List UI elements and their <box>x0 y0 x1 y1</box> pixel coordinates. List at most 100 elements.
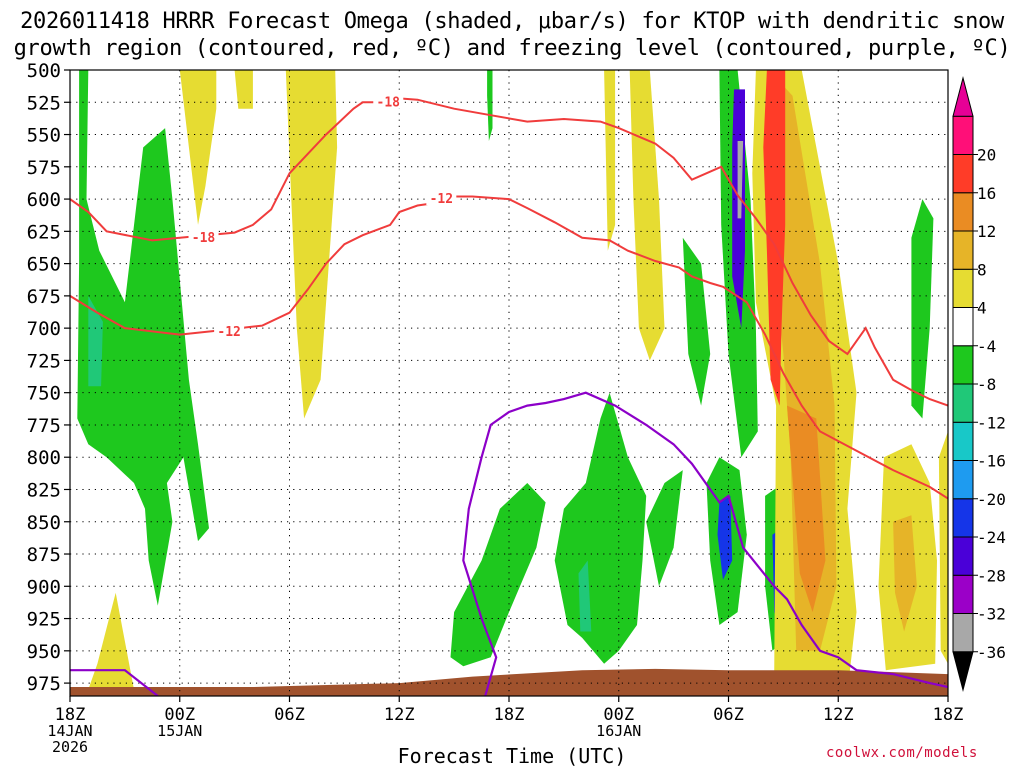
colorbar-label-12: 12 <box>977 222 996 241</box>
x-tick-label-24-0: 18Z <box>494 705 525 725</box>
y-tick-label-825: 825 <box>27 479 61 501</box>
omega-region-descent-core <box>763 70 786 406</box>
y-tick-label-675: 675 <box>27 286 61 308</box>
x-tick-label-18-0: 12Z <box>384 705 415 725</box>
colorbar-segment-9 <box>952 307 974 347</box>
dgz-label-upper-12-bg <box>426 191 457 206</box>
colorbar-segment-6 <box>952 421 974 461</box>
y-tick-label-900: 900 <box>27 576 61 598</box>
chart-title: 2026011418 HRRR Forecast Omega (shaded, … <box>0 8 1024 62</box>
colorbar-label--28: -28 <box>977 566 1006 585</box>
colorbar-label--8: -8 <box>977 375 996 394</box>
x-tick-label-12-0: 06Z <box>274 705 305 725</box>
colorbar-label--20: -20 <box>977 490 1006 509</box>
omega-region-descent-strip-2 <box>629 70 665 361</box>
x-tick-label-30-1: 16JAN <box>596 722 641 740</box>
watermark: coolwx.com/models <box>826 745 978 761</box>
x-tick-label-48-0: 18Z <box>933 705 964 725</box>
contour-lines: -18 -18 -12 -12 <box>70 94 948 696</box>
freezing-contour-0 <box>70 669 159 696</box>
omega-region-descent-north-1 <box>179 70 217 225</box>
y-tick-label-800: 800 <box>27 447 61 469</box>
y-tick-label-575: 575 <box>27 157 61 179</box>
omega-region-descent-strip-1 <box>604 70 616 251</box>
omega-region-ascent-green-strip <box>487 70 493 141</box>
colorbar-segment-12 <box>952 192 974 232</box>
y-tick-label-625: 625 <box>27 221 61 243</box>
colorbar-segment-7 <box>952 383 974 423</box>
y-tick-label-975: 975 <box>27 673 61 695</box>
y-axis: 500 525 550 575 600 625 650 675 700 725 750 775 800 8… <box>27 60 70 695</box>
y-tick-label-700: 700 <box>27 318 61 340</box>
colorbar-label-20: 20 <box>977 146 996 165</box>
x-tick-label-0-1: 14JAN <box>47 722 92 740</box>
colorbar-segment-11 <box>952 230 974 270</box>
y-tick-label-525: 525 <box>27 92 61 114</box>
colorbar-segment-4 <box>952 498 974 538</box>
omega-region-descent-se-8 <box>893 515 917 632</box>
omega-shading <box>77 70 948 690</box>
colorbar-label--16: -16 <box>977 452 1006 471</box>
omega-region-descent-sw <box>88 592 134 690</box>
omega-region-ascent-teal-south <box>578 560 592 632</box>
colorbar: -36 -32 -28 -24 -20 -16 -12 -8 -4 4 8 12 16 20 <box>952 76 1006 692</box>
dgz-contour-0 <box>70 97 948 407</box>
colorbar-segment-0 <box>952 651 974 692</box>
y-tick-label-775: 775 <box>27 415 61 437</box>
colorbar-label-8: 8 <box>977 260 987 279</box>
omega-region-ascent-east <box>911 199 934 419</box>
terrain-layer <box>70 668 948 696</box>
dgz-label-lower-12-bg <box>214 324 245 339</box>
dgz-contour-1 <box>70 195 948 500</box>
x-tick-label-6-0: 00Z <box>164 705 195 725</box>
y-tick-label-750: 750 <box>27 383 61 405</box>
dgz-label-lower-12: -12 <box>217 325 240 340</box>
dgz-label-upper-12: -12 <box>430 192 453 207</box>
y-tick-label-875: 875 <box>27 544 61 566</box>
omega-region-ascent-mid-south <box>554 392 647 664</box>
colorbar-label--32: -32 <box>977 605 1006 624</box>
x-tick-label-42-0: 12Z <box>823 705 854 725</box>
colorbar-label--36: -36 <box>977 643 1006 662</box>
omega-region-ascent-green-north <box>682 237 711 406</box>
omega-region-descent-north-3 <box>285 70 338 419</box>
colorbar-label--4: -4 <box>977 337 996 356</box>
colorbar-label--12: -12 <box>977 413 1006 432</box>
y-tick-label-925: 925 <box>27 609 61 631</box>
omega-region-descent-north-2 <box>234 70 253 109</box>
colorbar-segment-13 <box>952 154 974 194</box>
y-tick-label-650: 650 <box>27 254 61 276</box>
colorbar-segment-3 <box>952 536 974 576</box>
x-tick-label-0-2: 2026 <box>52 738 88 756</box>
title-line-1: 2026011418 HRRR Forecast Omega (shaded, … <box>20 9 1004 34</box>
freezing-contour-1 <box>462 391 948 696</box>
omega-region-ascent-south <box>450 483 546 667</box>
grid-lines <box>70 69 948 696</box>
omega-region-descent-far-east <box>938 431 948 664</box>
colorbar-segment-8 <box>952 345 974 385</box>
omega-region-ascent-nw-main <box>77 70 209 606</box>
colorbar-segment-2 <box>952 574 974 614</box>
colorbar-segment-1 <box>952 613 974 653</box>
colorbar-label-16: 16 <box>977 184 996 203</box>
title-line-2: growth region (contoured, red, ºC) and f… <box>13 36 1011 61</box>
y-tick-label-550: 550 <box>27 125 61 147</box>
colorbar-segment-15 <box>952 76 974 117</box>
y-tick-label-850: 850 <box>27 512 61 534</box>
terrain-fill <box>70 668 948 696</box>
colorbar-segment-10 <box>952 268 974 308</box>
omega-region-ascent-mid-east <box>646 470 683 587</box>
y-tick-label-725: 725 <box>27 350 61 372</box>
y-tick-label-600: 600 <box>27 189 61 211</box>
dgz-label-lower-18-bg <box>188 229 219 244</box>
x-axis-label: Forecast Time (UTC) <box>397 744 627 768</box>
colorbar-label--24: -24 <box>977 528 1006 547</box>
omega-region-ascent-nw-teal <box>88 295 103 387</box>
x-tick-label-36-0: 06Z <box>713 705 744 725</box>
dgz-label-upper-18-bg <box>373 94 404 109</box>
colorbar-label-4: 4 <box>977 299 987 318</box>
x-tick-label-0-0: 18Z <box>55 705 86 725</box>
colorbar-segment-14 <box>952 115 974 155</box>
